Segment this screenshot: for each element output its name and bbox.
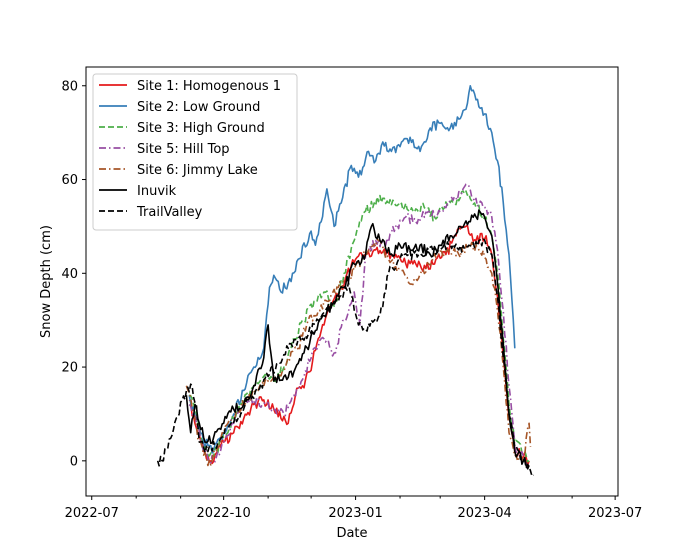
legend-label: Site 3: High Ground — [137, 121, 265, 136]
y-tick-label: 80 — [61, 79, 78, 94]
x-tick-label: 2022-10 — [196, 506, 250, 521]
x-tick-label: 2023-07 — [588, 506, 642, 521]
series-line-7 — [156, 238, 534, 477]
y-axis: 0 20 40 60 80 — [61, 79, 86, 469]
y-tick-label: 40 — [61, 267, 78, 282]
series-line-1 — [188, 224, 530, 466]
y-tick-label: 0 — [70, 454, 78, 469]
legend-label: TrailValley — [136, 205, 203, 220]
x-axis-label: Date — [336, 526, 367, 541]
y-tick-label: 60 — [61, 173, 78, 188]
legend-label: Site 6: Jimmy Lake — [137, 163, 258, 178]
series-line-6 — [185, 209, 530, 470]
series-line-3 — [188, 190, 530, 463]
legend-box — [92, 73, 298, 231]
y-axis-label: Snow Depth (cm) — [39, 225, 54, 338]
x-tick-label: 2022-07 — [65, 506, 119, 521]
x-axis: 2022-07 2022-10 2023-01 2023-04 2023-07 — [65, 496, 642, 521]
legend-label: Inuvik — [137, 184, 177, 199]
legend-label: Site 5: Hill Top — [137, 142, 230, 157]
series-layer — [156, 85, 534, 477]
x-tick-label: 2023-01 — [328, 506, 382, 521]
y-tick-label: 20 — [61, 361, 78, 376]
x-tick-label: 2023-04 — [457, 506, 511, 521]
series-line-2 — [188, 85, 516, 454]
plot-frame — [85, 66, 619, 497]
legend: Site 1: Homogenous 1 Site 2: Low Ground Si… — [92, 73, 298, 231]
legend-label: Site 1: Homogenous 1 — [137, 79, 281, 94]
legend-label: Site 2: Low Ground — [137, 100, 260, 115]
